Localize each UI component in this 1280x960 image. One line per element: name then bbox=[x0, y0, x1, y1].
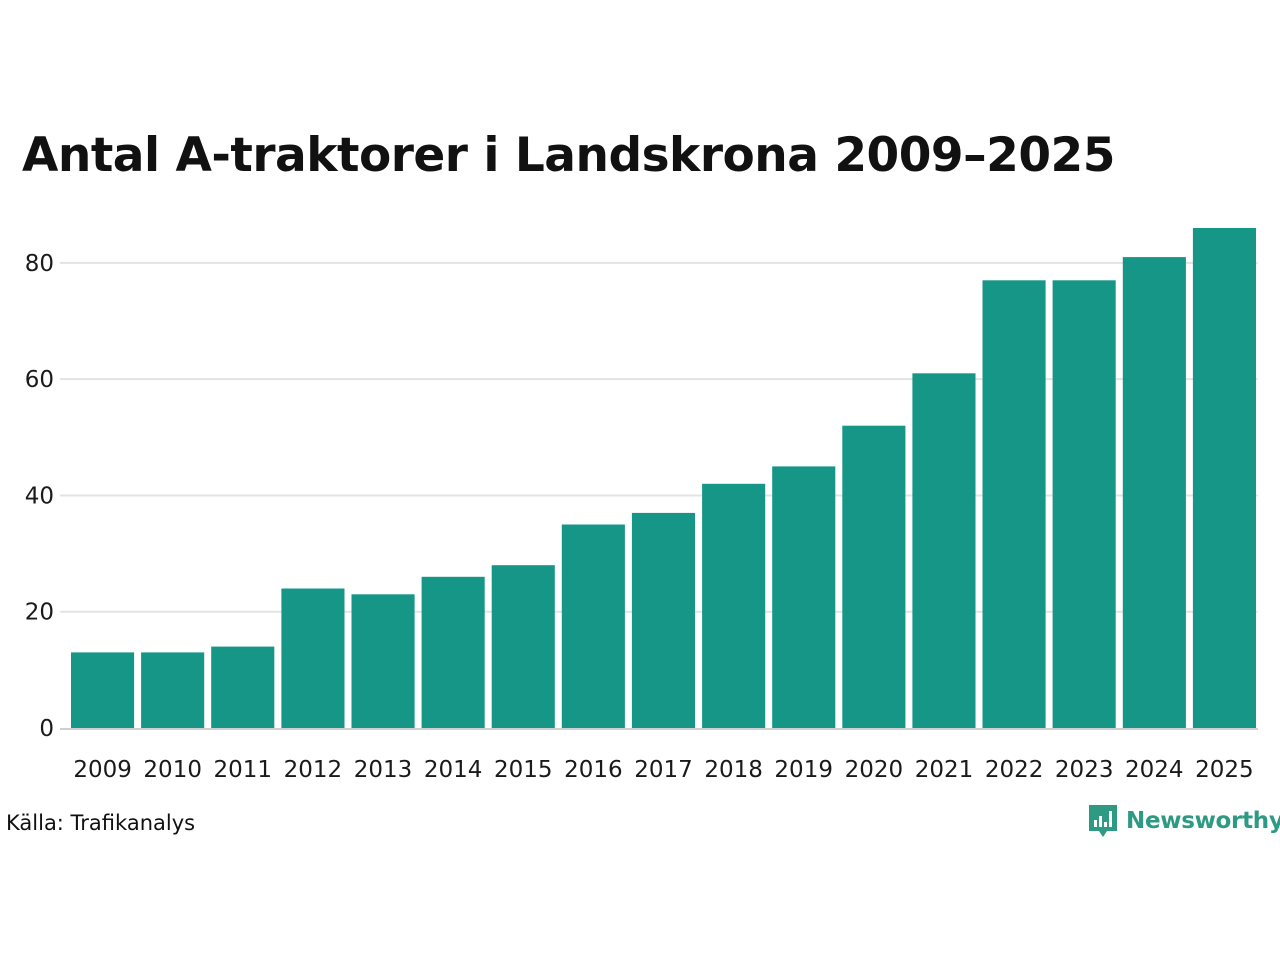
y-axis-ticks: 0 20 40 60 80 bbox=[25, 251, 54, 742]
y-tick-label: 20 bbox=[25, 600, 54, 626]
x-tick-label: 2012 bbox=[284, 757, 343, 783]
x-tick-label: 2024 bbox=[1125, 757, 1184, 783]
brand-name: Newsworthy bbox=[1126, 808, 1280, 834]
bar-2015 bbox=[491, 565, 555, 728]
bars bbox=[71, 228, 1256, 728]
x-tick-label: 2021 bbox=[915, 757, 974, 783]
x-tick-label: 2020 bbox=[845, 757, 904, 783]
y-tick-label: 60 bbox=[25, 367, 54, 393]
bar-2018 bbox=[702, 483, 766, 728]
x-tick-label: 2025 bbox=[1195, 757, 1254, 783]
x-tick-label: 2019 bbox=[774, 757, 833, 783]
bar-2019 bbox=[772, 466, 836, 728]
y-tick-label: 80 bbox=[25, 251, 54, 277]
x-tick-label: 2009 bbox=[73, 757, 132, 783]
source-note: Källa: Trafikanalys bbox=[6, 811, 196, 835]
x-tick-label: 2011 bbox=[214, 757, 273, 783]
bar-2012 bbox=[281, 588, 345, 728]
bar-2020 bbox=[842, 425, 906, 728]
bar-2024 bbox=[1122, 257, 1186, 728]
x-tick-label: 2016 bbox=[564, 757, 623, 783]
newsworthy-logo-icon bbox=[1089, 805, 1117, 837]
bar-2021 bbox=[912, 373, 976, 728]
bar-2017 bbox=[631, 512, 695, 728]
chart-title: Antal A-traktorer i Landskrona 2009–2025 bbox=[22, 128, 1115, 183]
x-axis-labels: 2009 2010 2011 2012 2013 2014 2015 2016 2017 2018… bbox=[73, 757, 1253, 783]
bar-2022 bbox=[982, 280, 1046, 728]
x-tick-label: 2010 bbox=[143, 757, 202, 783]
x-tick-label: 2013 bbox=[354, 757, 413, 783]
bar-2014 bbox=[421, 576, 485, 728]
x-tick-label: 2018 bbox=[704, 757, 763, 783]
x-tick-label: 2023 bbox=[1055, 757, 1114, 783]
y-tick-label: 40 bbox=[25, 483, 54, 509]
bar-2010 bbox=[141, 652, 205, 728]
x-tick-label: 2015 bbox=[494, 757, 553, 783]
bar-2023 bbox=[1052, 280, 1116, 728]
x-tick-label: 2022 bbox=[985, 757, 1044, 783]
x-tick-label: 2014 bbox=[424, 757, 483, 783]
bar-2025 bbox=[1192, 228, 1256, 728]
y-tick-label: 0 bbox=[39, 716, 54, 742]
bar-2016 bbox=[561, 524, 625, 728]
bar-2011 bbox=[211, 646, 275, 728]
x-tick-label: 2017 bbox=[634, 757, 693, 783]
brand-logo: Newsworthy bbox=[1088, 804, 1280, 838]
bar-2013 bbox=[351, 594, 415, 728]
bar-2009 bbox=[71, 652, 135, 728]
